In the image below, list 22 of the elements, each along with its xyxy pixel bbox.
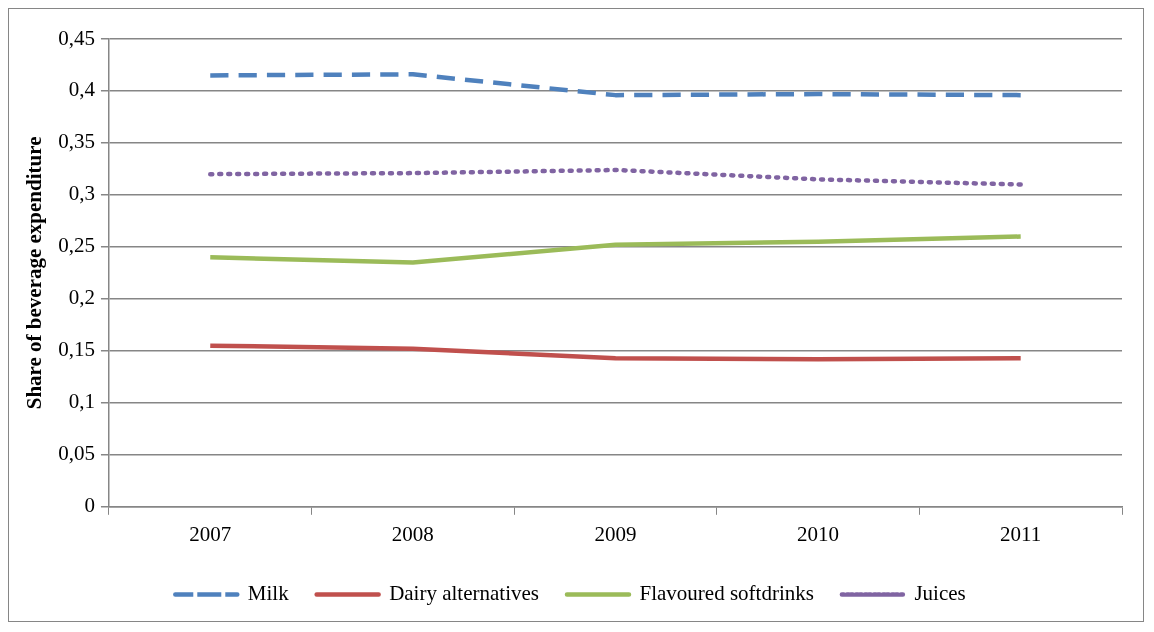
y-tick-label: 0,05 <box>58 441 95 466</box>
legend-label: Juices <box>914 581 966 606</box>
y-tick-label: 0,3 <box>68 181 95 206</box>
x-tick-label: 2008 <box>391 521 434 546</box>
x-tick-label: 2007 <box>189 521 232 546</box>
y-tick-label: 0,45 <box>58 25 95 50</box>
legend-label: Milk <box>247 581 290 606</box>
y-tick-label: 0,25 <box>58 233 95 258</box>
legend-label: Dairy alternatives <box>389 581 539 606</box>
line-series <box>208 167 1023 187</box>
x-tick-label: 2011 <box>1000 521 1042 546</box>
line-series <box>208 72 1023 98</box>
y-tick-label: 0,15 <box>58 337 95 362</box>
y-tick-label: 0,4 <box>68 77 96 102</box>
y-tick-label: 0,2 <box>68 285 95 310</box>
x-tick-label: 2010 <box>797 521 840 546</box>
x-tick-label: 2009 <box>594 521 637 546</box>
legend-label: Flavoured softdrinks <box>639 581 814 606</box>
y-tick-label: 0,1 <box>68 389 95 414</box>
y-tick-label: 0,35 <box>58 129 95 154</box>
y-tick-label: 0 <box>84 493 95 518</box>
y-axis-title: Share of beverage expenditure <box>22 136 47 410</box>
